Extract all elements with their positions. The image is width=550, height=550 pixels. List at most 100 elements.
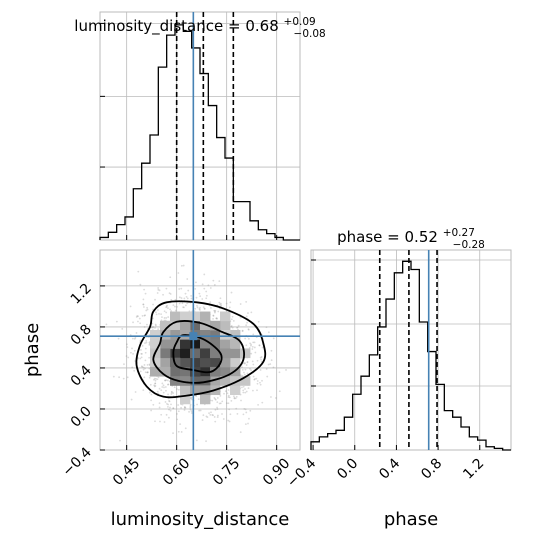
sample-point	[165, 389, 167, 392]
sample-point	[252, 389, 254, 392]
sample-point	[236, 326, 238, 329]
sample-point	[145, 309, 148, 312]
sample-point	[224, 390, 227, 393]
sample-point	[203, 307, 206, 310]
sample-point	[144, 347, 147, 350]
density-cell	[240, 348, 251, 359]
sample-point	[177, 404, 180, 406]
sample-point	[131, 366, 134, 369]
sample-point	[230, 399, 233, 402]
sample-point	[184, 406, 187, 409]
sample-point	[145, 341, 148, 344]
sample-point	[220, 304, 223, 307]
sample-point	[169, 406, 171, 409]
y-tick-label-phase: −0.4	[59, 444, 94, 479]
density-cell	[200, 330, 211, 340]
density-cell	[220, 348, 231, 359]
sample-point	[246, 372, 249, 375]
sample-point	[186, 297, 189, 300]
sample-point	[270, 359, 273, 362]
sample-point	[227, 394, 230, 397]
sample-point	[144, 351, 147, 354]
sample-point	[164, 379, 167, 382]
density-cell	[170, 348, 181, 359]
sample-point	[173, 386, 176, 389]
sample-point	[220, 302, 222, 305]
sample-point	[154, 379, 157, 382]
sample-point	[170, 310, 173, 312]
sample-point	[199, 306, 201, 309]
sample-point	[135, 316, 138, 318]
density-cell	[170, 330, 181, 340]
density-cell	[160, 320, 171, 331]
sample-point	[189, 405, 192, 408]
density-cell	[220, 366, 231, 377]
sample-point	[254, 378, 256, 380]
density-cell	[180, 366, 191, 377]
x-tick-label-ld: 0.75	[210, 456, 243, 489]
sample-point	[157, 288, 160, 291]
density-cell	[230, 330, 241, 340]
phase-histogram-panel	[310, 250, 511, 451]
y-tick-label-phase: 1.2	[68, 281, 95, 308]
sample-point	[133, 369, 136, 372]
sample-point	[183, 406, 186, 409]
sample-point	[209, 287, 212, 289]
density-cell	[190, 320, 201, 331]
sample-point	[164, 401, 167, 403]
sample-point	[137, 320, 139, 323]
sample-point	[239, 431, 242, 434]
sample-point	[251, 345, 254, 348]
sample-point	[239, 316, 242, 319]
sample-point	[236, 326, 239, 329]
sample-point	[207, 284, 210, 287]
sample-point	[153, 385, 156, 388]
sample-point	[261, 401, 264, 404]
sample-point	[194, 287, 197, 290]
sample-point	[167, 393, 169, 396]
sample-point	[164, 379, 166, 382]
sample-point	[212, 314, 215, 317]
sample-point	[143, 306, 145, 308]
sample-point	[153, 377, 156, 380]
sample-point	[142, 298, 145, 301]
sample-point	[242, 389, 245, 392]
sample-point	[143, 314, 146, 317]
sample-point	[259, 356, 262, 359]
sample-point	[167, 403, 170, 406]
ld-title-eq: =	[228, 17, 245, 35]
sample-point	[143, 326, 146, 328]
sample-point	[141, 353, 143, 355]
sample-point	[146, 364, 149, 366]
sample-point	[197, 398, 200, 401]
sample-point	[170, 298, 173, 301]
sample-point	[241, 329, 244, 332]
sample-point	[244, 408, 247, 411]
density-cell	[210, 376, 221, 386]
sample-point	[167, 405, 169, 408]
sample-point	[230, 318, 233, 321]
sample-point	[214, 398, 217, 400]
sample-point	[140, 349, 142, 351]
sample-point	[168, 416, 170, 419]
sample-point	[227, 396, 230, 398]
sample-point	[243, 373, 246, 376]
sample-point	[140, 365, 143, 368]
density-cell	[230, 339, 241, 349]
sample-point	[165, 305, 168, 308]
sample-point	[217, 310, 220, 313]
sample-point	[254, 351, 257, 354]
sample-point	[253, 341, 256, 344]
sample-point	[247, 337, 250, 340]
sample-point	[246, 361, 249, 364]
sample-point	[142, 368, 145, 371]
sample-point	[259, 369, 262, 371]
sample-point	[105, 323, 108, 326]
sample-point	[216, 317, 218, 320]
sample-point	[227, 419, 230, 422]
density-cell	[170, 366, 181, 377]
ld-title: luminosity_distance = 0.68 +0.09 −0.08	[74, 11, 325, 40]
density-cell	[200, 357, 211, 368]
sample-point	[183, 297, 186, 300]
sample-point	[168, 292, 171, 295]
